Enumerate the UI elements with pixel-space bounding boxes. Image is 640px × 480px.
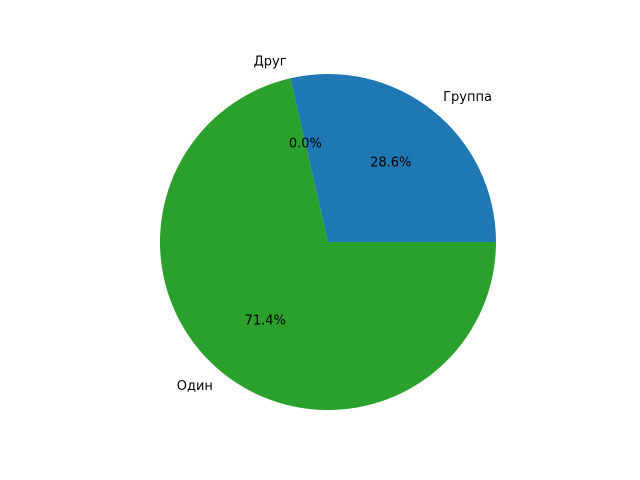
pie-slices xyxy=(160,74,496,411)
pie-labels: Группа 28.6% Друг 0.0% Один 71.4% xyxy=(177,54,492,394)
pie-percent-label-2: 71.4% xyxy=(245,313,286,328)
pie-percent-label-0: 28.6% xyxy=(370,156,411,171)
pie-label-1: Друг xyxy=(254,54,287,69)
pie-label-0: Группа xyxy=(443,90,492,105)
pie-percent-label-1: 0.0% xyxy=(289,136,322,151)
pie-slice-0 xyxy=(290,74,496,242)
pie-label-2: Один xyxy=(177,379,213,394)
pie-slice-2 xyxy=(160,78,496,411)
